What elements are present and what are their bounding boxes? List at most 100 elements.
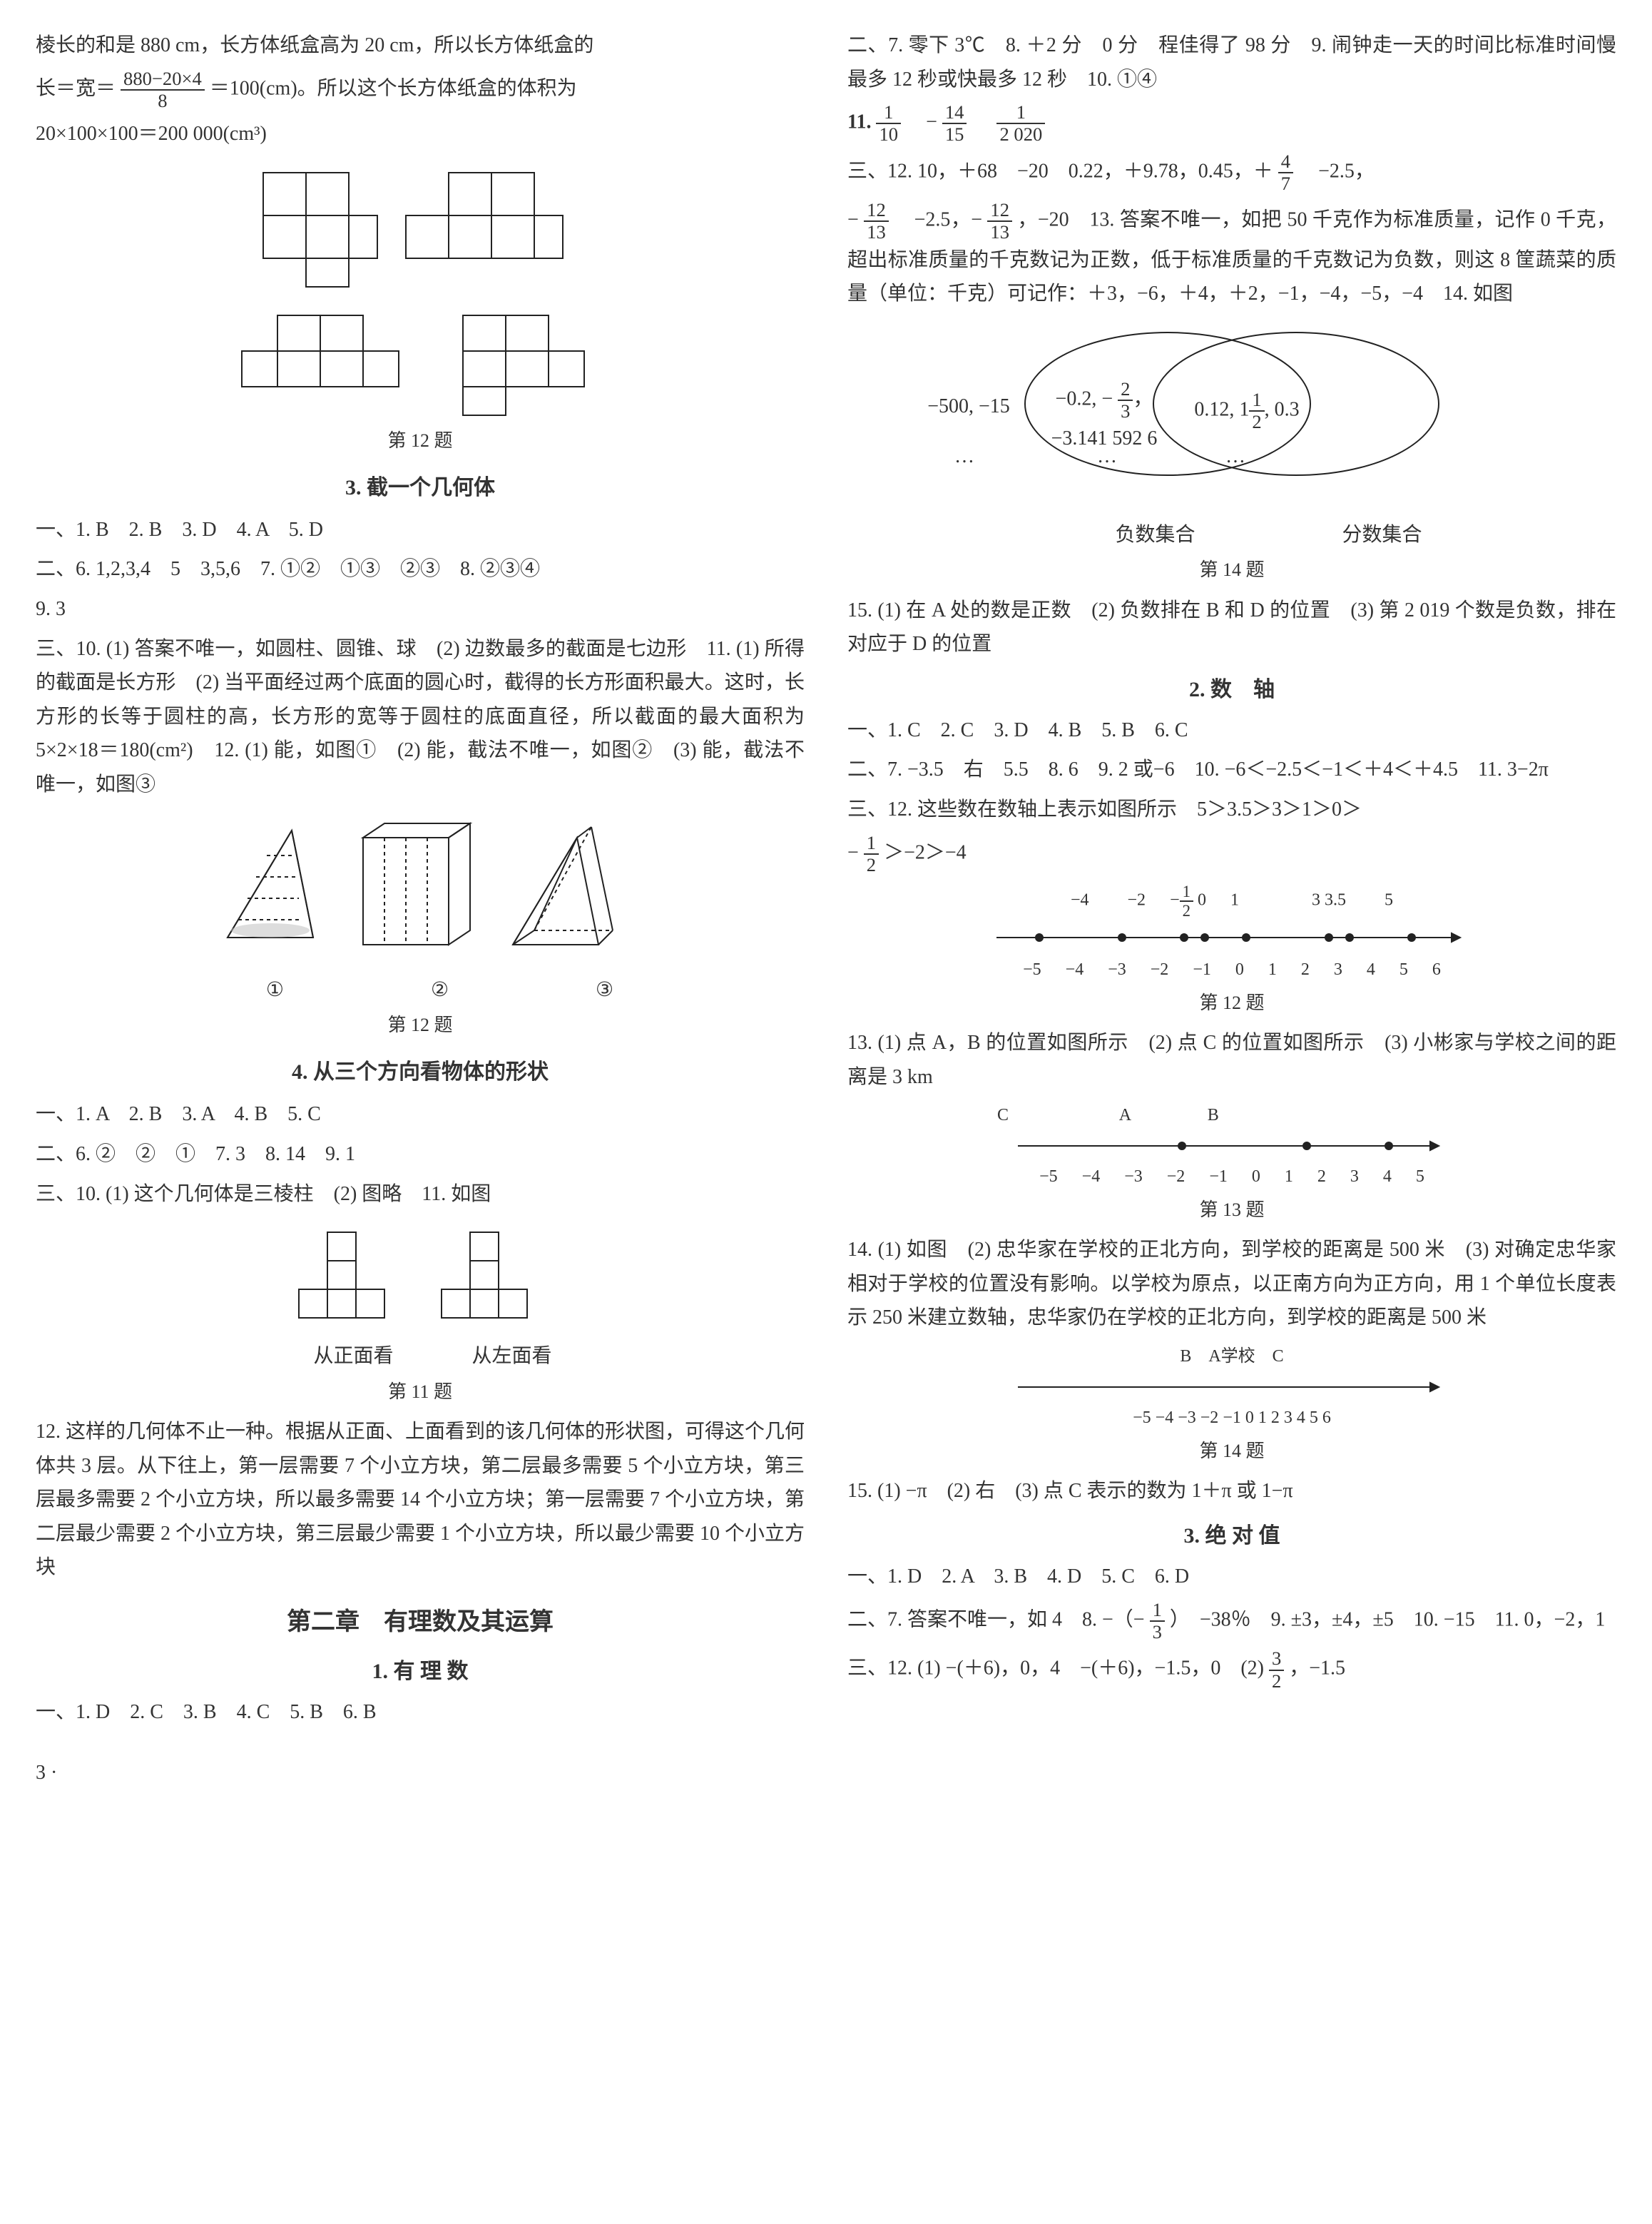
text: 棱长的和是 880 cm，长方体纸盒高为 20 cm，所以长方体纸盒的 xyxy=(36,34,593,56)
frac-num: 880−20×4 xyxy=(121,68,205,91)
label: 11. xyxy=(847,111,876,133)
venn-right-vals: 0.12, 1 1 2 , 0.3 xyxy=(1176,390,1318,433)
abs-l3: 三、12. (1) −(＋6)，0，4 −(＋6)，−1.5，0 (2) 3 2… xyxy=(847,1648,1616,1692)
right-p12: 三、12. 10，＋68 −20 0.22，＋9.78，0.45，＋ 4 7 −… xyxy=(847,151,1616,195)
numberline-14: B A学校 C −5 −4 −3 −2 −1 0 1 2 3 4 5 6 xyxy=(847,1342,1616,1467)
nl13-svg xyxy=(1004,1130,1460,1162)
text: 三、12. 10，＋68 −20 0.22，＋9.78，0.45，＋ xyxy=(847,160,1273,182)
fraction: 1 3 xyxy=(1150,1600,1165,1643)
fig12a-caption: 第 12 题 xyxy=(36,425,805,457)
fraction: 2 3 xyxy=(1118,379,1133,422)
nl13-caption: 第 13 题 xyxy=(847,1194,1616,1226)
right-p1: 二、7. 零下 3℃ 8. ＋2 分 0 分 程佳得了 98 分 9. 闹钟走一… xyxy=(847,29,1616,96)
d: 2 xyxy=(864,855,879,875)
fig11-labels: 从正面看 从左面看 xyxy=(36,1339,805,1374)
fig11-caption: 第 11 题 xyxy=(36,1376,805,1408)
page-footer: 3 · xyxy=(36,1756,1616,1790)
t: −5 xyxy=(1039,1167,1058,1186)
t: 1 xyxy=(1268,960,1277,979)
fraction: 3 2 xyxy=(1269,1648,1284,1692)
abs-l1: 一、1. D 2. A 3. B 4. D 5. C 6. D xyxy=(847,1560,1616,1594)
views-svg xyxy=(270,1218,570,1339)
axis-title: 2. 数 轴 xyxy=(847,671,1616,708)
figure-12-prisms: ① ② ③ 第 12 题 xyxy=(36,809,805,1042)
t: 4 xyxy=(1367,960,1375,979)
text: − xyxy=(847,209,859,231)
t: −1 xyxy=(1223,1408,1241,1427)
left-p1: 棱长的和是 880 cm，长方体纸盒高为 20 cm，所以长方体纸盒的 xyxy=(36,29,805,63)
t: 4 xyxy=(1383,1167,1392,1186)
d: 2 xyxy=(1249,412,1264,432)
n: 1 xyxy=(876,102,901,124)
venn-figure: −500, −15 −0.2, − 2 3 ， −3.141 592 6 0.1… xyxy=(847,318,1616,587)
dots: … xyxy=(1097,440,1117,474)
nl12-caption: 第 12 题 xyxy=(847,987,1616,1019)
fraction: 4 7 xyxy=(1278,151,1293,195)
l: C xyxy=(997,1106,1009,1124)
left-column: 棱长的和是 880 cm，长方体纸盒高为 20 cm，所以长方体纸盒的 长＝宽＝… xyxy=(36,29,805,1735)
d: 3 xyxy=(1118,401,1133,422)
right-column: 二、7. 零下 3℃ 8. ＋2 分 0 分 程佳得了 98 分 9. 闹钟走一… xyxy=(847,29,1616,1735)
t: −1 xyxy=(1209,1167,1228,1186)
right-p15b: 15. (1) −π (2) 右 (3) 点 C 表示的数为 1＋π 或 1−π xyxy=(847,1474,1616,1508)
label-2: ② xyxy=(431,979,449,1001)
u: −4 xyxy=(1071,891,1089,910)
t: −2 xyxy=(1167,1167,1186,1186)
t: −3 xyxy=(1124,1167,1143,1186)
n: 4 xyxy=(1278,151,1293,173)
d: 3 xyxy=(1150,1622,1165,1642)
right-p12c: − 12 13 −2.5，− 12 13 ，−20 13. 答案不唯一，如把 5… xyxy=(847,200,1616,311)
n: 1 xyxy=(1249,390,1264,412)
fraction: 1 10 xyxy=(876,102,901,146)
t: −2 xyxy=(1200,1408,1219,1427)
t: −4 xyxy=(1066,960,1084,979)
u: 1 xyxy=(1230,891,1239,910)
venn-left-label: 负数集合 xyxy=(1115,524,1195,546)
t: 0 xyxy=(1245,1408,1254,1427)
sec3-l3: 9. 3 xyxy=(36,592,805,626)
rational-l1: 一、1. D 2. C 3. B 4. C 5. B 6. B xyxy=(36,1695,805,1730)
nl14-caption: 第 14 题 xyxy=(847,1436,1616,1467)
n: 1 xyxy=(864,833,879,855)
n: 14 xyxy=(942,102,967,124)
text: 长＝宽＝ xyxy=(36,77,116,99)
sec4-title: 4. 从三个方向看物体的形状 xyxy=(36,1054,805,1090)
n: 12 xyxy=(864,200,889,222)
d: 2 xyxy=(1180,902,1193,920)
t: −0.2, − xyxy=(1056,388,1113,410)
nets-svg xyxy=(235,158,606,422)
d: 2 020 xyxy=(996,124,1045,145)
left-p1b: 长＝宽＝ 880−20×4 8 ＝100(cm)。所以这个长方体纸盒的体积为 xyxy=(36,68,805,112)
right-p11: 11. 1 10 − 14 15 1 2 020 xyxy=(847,102,1616,146)
t: 1 xyxy=(1258,1408,1267,1427)
text: −2.5， xyxy=(1298,160,1375,182)
n: 1 xyxy=(996,102,1045,124)
t: 5 xyxy=(1399,960,1408,979)
t: − xyxy=(847,841,859,863)
t: ＞−2＞−4 xyxy=(884,841,967,863)
t: 5 xyxy=(1416,1167,1424,1186)
t: 1 xyxy=(1285,1167,1293,1186)
text: −2.5，− xyxy=(894,209,982,231)
abs-l2: 二、7. 答案不唯一，如 4 8. −（− 1 3 ） −38％ 9. ±3，±… xyxy=(847,1600,1616,1643)
t: −3 xyxy=(1178,1408,1196,1427)
nl12-ticks: −5 −4 −3 −2 −1 0 1 2 3 4 5 6 xyxy=(847,955,1616,985)
sec3-l2: 二、6. 1,2,3,4 5 3,5,6 7. ①② ①③ ②③ 8. ②③④ xyxy=(36,552,805,587)
fraction: 1 2 xyxy=(1249,390,1264,433)
numberline-13: C A B −5 −4 −3 −2 −1 xyxy=(847,1101,1616,1226)
fig12b-caption: 第 12 题 xyxy=(36,1010,805,1041)
fraction: 12 13 xyxy=(987,200,1012,243)
t: ， xyxy=(1133,388,1153,410)
sec3-l1: 一、1. B 2. B 3. D 4. A 5. D xyxy=(36,513,805,547)
t: −2 xyxy=(1151,960,1169,979)
l: B xyxy=(1208,1106,1219,1124)
u: −2 xyxy=(1128,891,1146,910)
nl13-ticks: −5 −4 −3 −2 −1 0 1 2 3 4 5 xyxy=(847,1162,1616,1192)
page-root: 棱长的和是 880 cm，长方体纸盒高为 20 cm，所以长方体纸盒的 长＝宽＝… xyxy=(36,29,1616,1735)
t: 3 xyxy=(1284,1408,1292,1427)
t: ） −38％ 9. ±3，±4，±5 10. −15 11. 0，−2，1 xyxy=(1170,1609,1605,1631)
d: 2 xyxy=(1269,1671,1284,1692)
sec4-l3: 三、10. (1) 这个几何体是三棱柱 (2) 图略 11. 如图 xyxy=(36,1177,805,1212)
nl14-svg xyxy=(1004,1371,1460,1403)
u: 3 3.5 xyxy=(1312,891,1346,910)
